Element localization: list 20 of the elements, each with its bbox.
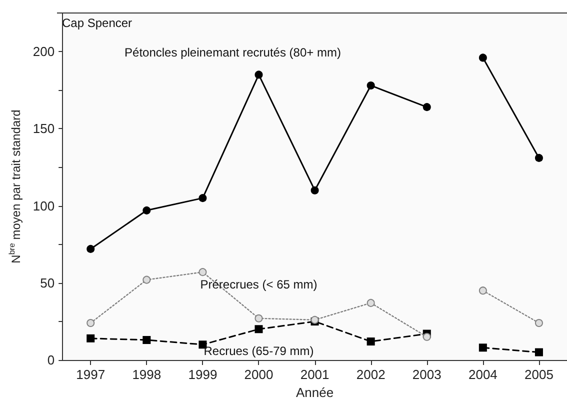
x-tick-label: 2005 <box>524 367 554 382</box>
text: Pétoncles pleinemant recrutés (80+ mm) <box>124 46 341 60</box>
y-tick-label: 200 <box>32 44 55 60</box>
x-axis-title: Année <box>296 385 334 400</box>
y-tick-label: 150 <box>32 121 55 136</box>
series-label: Prérecrues (< 65 mm) <box>200 277 318 292</box>
x-tick-label: 2003 <box>412 367 442 382</box>
x-tick-label: 2004 <box>468 367 498 382</box>
y-tick-label: 50 <box>40 275 55 290</box>
y-tick-label: 0 <box>47 352 55 368</box>
x-tick-label: 1998 <box>132 367 162 382</box>
series-label: Recrues (65-79 mm) <box>204 344 314 358</box>
x-tick-label: 2000 <box>244 367 274 382</box>
y-axis-title: Nbre moyen par trait standard <box>8 110 23 264</box>
x-tick-label: 1999 <box>188 367 218 382</box>
chart-title: Cap Spencer <box>62 16 132 30</box>
x-tick-label: 2001 <box>300 367 330 382</box>
x-tick-label: 2002 <box>356 367 386 382</box>
x-tick-label: 1997 <box>76 367 106 382</box>
y-tick-label: 100 <box>32 198 55 214</box>
